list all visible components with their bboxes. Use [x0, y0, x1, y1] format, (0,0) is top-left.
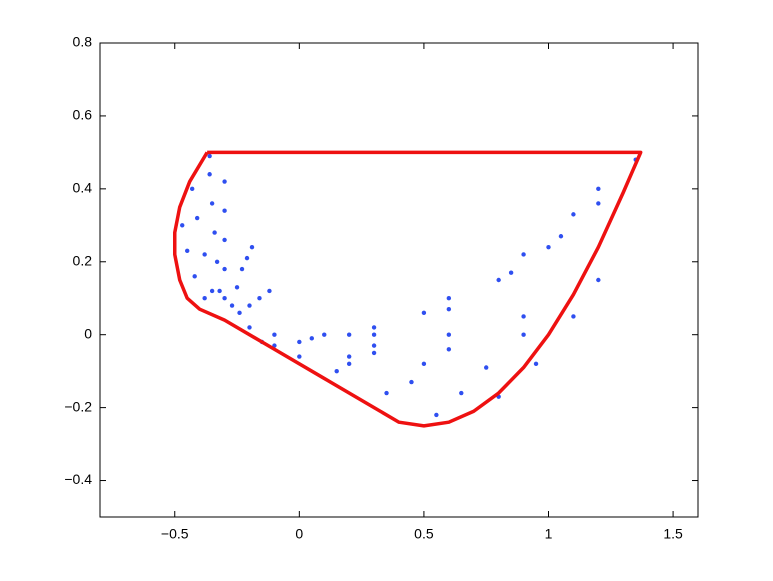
scatter-point	[257, 296, 262, 301]
scatter-point	[521, 252, 526, 257]
scatter-point	[334, 368, 339, 374]
scatter-point	[446, 306, 452, 312]
scatter-point	[421, 361, 427, 367]
scatter-point	[202, 252, 207, 257]
scatter-point	[222, 179, 227, 184]
scatter-point	[297, 339, 302, 345]
scatter-point	[508, 270, 514, 275]
y-tick-label: −0.4	[64, 471, 92, 487]
x-tick-label: 1	[545, 526, 553, 542]
scatter-point	[207, 153, 212, 159]
scatter-point	[371, 325, 377, 330]
scatter-point	[346, 354, 352, 359]
scatter-point	[222, 296, 227, 301]
scatter-point	[446, 347, 452, 352]
scatter-point	[346, 332, 352, 337]
scatter-point	[209, 201, 215, 206]
scatter-point	[446, 332, 452, 337]
scatter-point	[239, 266, 245, 272]
x-tick-label: 0	[295, 526, 303, 542]
scatter-point	[222, 266, 227, 272]
y-tick-label: 0.8	[73, 34, 93, 50]
scatter-point	[247, 325, 252, 330]
scatter-point	[202, 296, 207, 301]
y-tick-label: 0.6	[73, 107, 93, 123]
scatter-point	[421, 310, 427, 316]
scatter-point	[249, 244, 255, 250]
scatter-point	[209, 288, 215, 294]
scatter-point	[214, 259, 220, 264]
scatter-point	[192, 274, 197, 279]
scatter-point	[229, 303, 235, 308]
plot-box	[99, 42, 699, 518]
y-tick-label: 0.2	[73, 252, 93, 268]
scatter-point	[521, 314, 526, 319]
scatter-point	[237, 310, 242, 316]
scatter-point	[371, 350, 377, 356]
scatter-point	[409, 379, 414, 385]
x-tick-label: 1.5	[663, 526, 683, 542]
scatter-point	[596, 277, 601, 283]
scatter-point	[272, 332, 277, 337]
scatter-point	[558, 234, 564, 239]
scatter-point	[533, 361, 539, 367]
scatter-point	[267, 288, 272, 294]
y-tick-label: −0.2	[64, 398, 92, 414]
scatter-point	[596, 201, 601, 206]
scatter-point	[297, 354, 302, 359]
y-tick-label: 0	[84, 325, 92, 341]
scatter-point	[247, 303, 252, 308]
x-tick-label: −0.5	[161, 526, 189, 542]
scatter-point	[322, 332, 327, 337]
scatter-point	[459, 390, 464, 396]
scatter-point	[434, 412, 439, 418]
scatter-point	[446, 296, 452, 301]
scatter-point	[546, 244, 551, 250]
scatter-point	[571, 212, 576, 217]
scatter-point	[212, 230, 217, 235]
scatter-point	[371, 332, 377, 337]
boundary-line	[173, 150, 643, 428]
scatter-point	[189, 186, 195, 192]
scatter-point	[217, 288, 222, 294]
scatter-point	[371, 343, 377, 348]
scatter-point	[207, 172, 212, 177]
scatter-point	[309, 336, 314, 341]
scatter-point	[222, 208, 227, 213]
scatter-point	[234, 285, 240, 290]
scatter-point	[596, 186, 601, 192]
scatter-point	[484, 365, 489, 370]
scatter-point	[244, 255, 250, 261]
scatter-point	[384, 390, 389, 396]
y-tick-label: 0.4	[73, 180, 93, 196]
x-tick-label: 0.5	[414, 526, 434, 542]
scatter-point	[194, 215, 200, 221]
scatter-point	[571, 314, 576, 319]
scatter-point	[180, 223, 185, 228]
scatter-point	[346, 361, 352, 367]
scatter-point	[185, 248, 190, 254]
scatter-point	[496, 277, 501, 283]
scatter-point	[222, 237, 227, 243]
scatter-point	[521, 332, 526, 337]
